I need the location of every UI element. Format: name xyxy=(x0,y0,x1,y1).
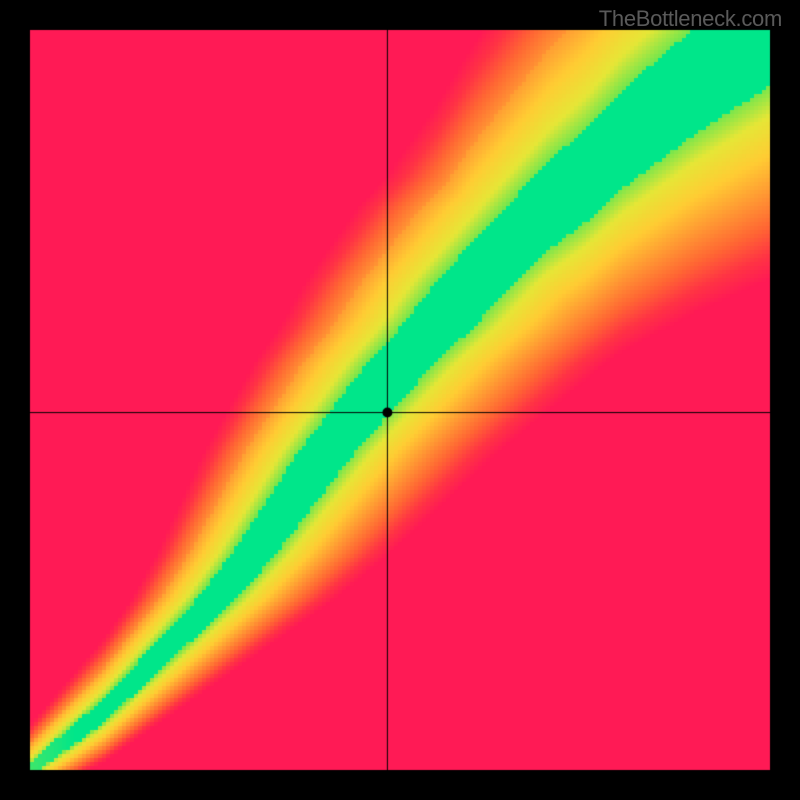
chart-container: TheBottleneck.com xyxy=(0,0,800,800)
watermark-text: TheBottleneck.com xyxy=(599,6,782,32)
bottleneck-heatmap xyxy=(0,0,800,800)
